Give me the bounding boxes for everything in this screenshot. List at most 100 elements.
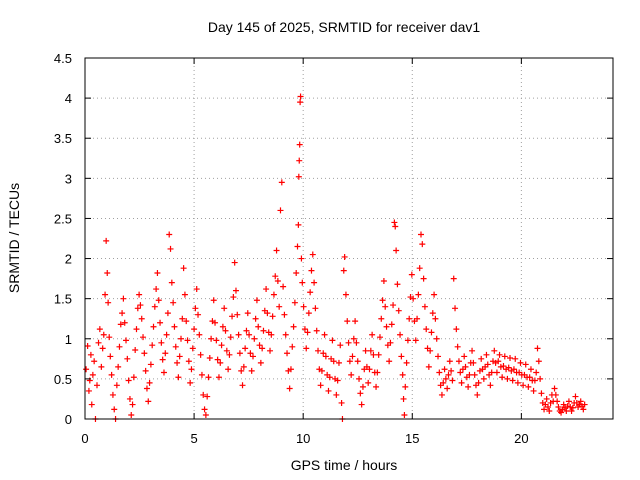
data-point-marker <box>466 371 473 378</box>
data-point-marker <box>299 279 306 286</box>
data-point-marker <box>330 358 337 365</box>
data-point-marker <box>408 271 415 278</box>
data-point-marker <box>488 369 495 376</box>
data-point-marker <box>577 398 584 405</box>
data-point-marker <box>387 339 394 346</box>
data-point-marker <box>184 337 191 344</box>
data-point-marker <box>453 326 460 333</box>
data-point-marker <box>374 369 381 376</box>
data-point-marker <box>88 401 95 408</box>
data-point-marker <box>469 347 476 354</box>
data-point-marker <box>185 358 192 365</box>
data-point-marker <box>256 342 263 349</box>
data-point-marker <box>458 379 465 386</box>
axis-ticks: 0 0.5 1 1.5 2 2.5 3 3.5 4 4.5 0 5 10 15 20 <box>54 51 613 446</box>
data-point-marker <box>183 318 190 325</box>
data-point-marker <box>484 361 491 368</box>
data-point-marker <box>96 326 103 333</box>
data-point-marker <box>133 326 140 333</box>
data-point-marker <box>580 406 587 413</box>
data-point-marker <box>501 353 508 360</box>
data-point-marker <box>248 367 255 374</box>
data-point-marker <box>342 291 349 298</box>
data-point-marker <box>212 319 219 326</box>
data-point-marker <box>333 391 340 398</box>
data-point-marker <box>115 363 122 370</box>
data-point-marker <box>160 369 167 376</box>
data-point-marker <box>491 347 498 354</box>
data-point-marker <box>231 259 238 266</box>
data-point-marker <box>273 247 280 254</box>
data-point-marker <box>423 326 430 333</box>
data-point-marker <box>296 141 303 148</box>
data-point-marker <box>483 351 490 358</box>
data-point-marker <box>99 345 106 352</box>
data-point-marker <box>229 313 236 320</box>
data-point-marker <box>386 358 393 365</box>
data-point-marker <box>572 393 579 400</box>
x-tick-label: 0 <box>81 431 88 446</box>
data-point-marker <box>87 351 94 358</box>
data-point-marker <box>197 351 204 358</box>
data-point-marker <box>414 315 421 322</box>
data-point-marker <box>113 382 120 389</box>
data-point-marker <box>507 355 514 362</box>
data-point-marker <box>136 291 143 298</box>
data-point-marker <box>335 359 342 366</box>
data-point-marker <box>89 371 96 378</box>
data-point-marker <box>108 371 115 378</box>
data-point-marker <box>534 345 541 352</box>
data-point-marker <box>395 307 402 314</box>
data-point-marker <box>270 291 277 298</box>
data-point-marker <box>552 391 559 398</box>
data-point-marker <box>551 385 558 392</box>
data-point-marker <box>168 279 175 286</box>
data-point-marker <box>243 327 250 334</box>
data-point-marker <box>308 267 315 274</box>
data-point-marker <box>297 99 304 106</box>
data-point-marker <box>150 323 157 330</box>
data-point-marker <box>312 305 319 312</box>
data-point-marker <box>272 273 279 280</box>
data-point-marker <box>433 335 440 342</box>
data-point-marker <box>338 399 345 406</box>
data-point-marker <box>318 367 325 374</box>
data-point-marker <box>569 404 576 411</box>
data-point-marker <box>517 359 524 366</box>
data-point-marker <box>455 358 462 365</box>
data-point-marker <box>146 379 153 386</box>
data-point-marker <box>383 323 390 330</box>
data-point-marker <box>218 342 225 349</box>
data-point-marker <box>293 269 300 276</box>
data-point-marker <box>495 358 502 365</box>
data-point-marker <box>454 343 461 350</box>
data-point-marker <box>309 251 316 258</box>
data-point-marker <box>345 339 352 346</box>
data-point-marker <box>253 297 260 304</box>
data-point-marker <box>325 387 332 394</box>
data-point-marker <box>180 265 187 272</box>
x-tick-label: 15 <box>405 431 419 446</box>
data-point-marker <box>307 289 314 296</box>
data-point-marker <box>543 395 550 402</box>
data-point-marker <box>174 359 181 366</box>
data-point-marker <box>123 337 130 344</box>
data-point-marker <box>102 291 109 298</box>
data-point-marker <box>313 327 320 334</box>
data-point-marker <box>109 391 116 398</box>
data-point-marker <box>84 342 91 349</box>
data-point-marker <box>225 366 232 373</box>
data-point-marker <box>164 310 171 317</box>
data-point-marker <box>367 347 374 354</box>
data-point-marker <box>210 297 217 304</box>
data-point-marker <box>471 371 478 378</box>
data-point-marker <box>305 310 312 317</box>
data-point-marker <box>461 353 468 360</box>
data-point-marker <box>357 390 364 397</box>
data-point-marker <box>295 221 302 228</box>
data-point-marker <box>320 350 327 357</box>
data-point-marker <box>222 327 229 334</box>
data-point-marker <box>296 157 303 164</box>
data-point-marker <box>282 331 289 338</box>
data-point-marker <box>404 337 411 344</box>
